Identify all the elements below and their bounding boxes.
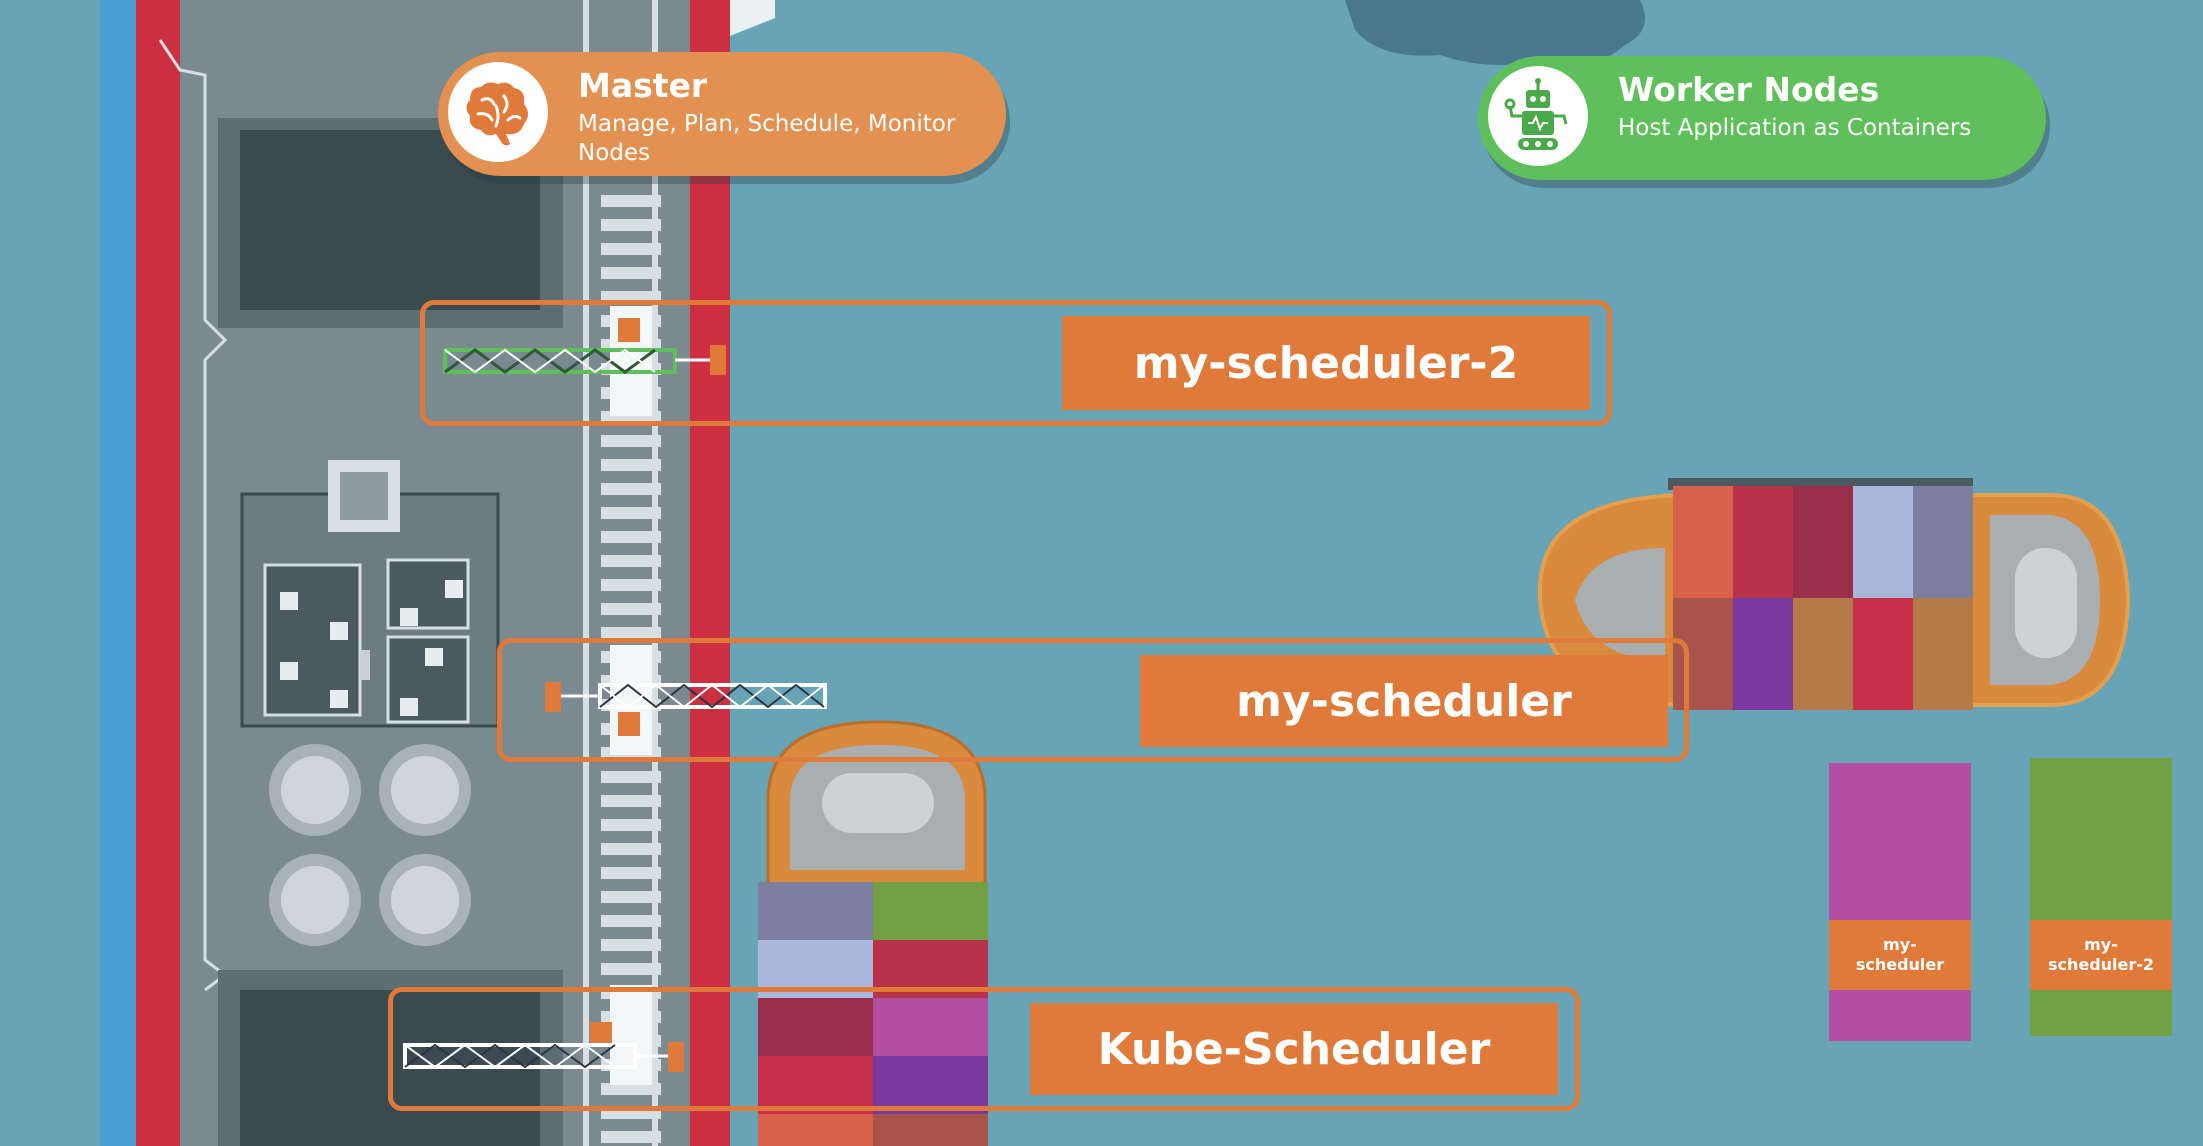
rail-tie — [601, 915, 661, 927]
rail-tie — [601, 555, 661, 567]
rail-tie — [601, 507, 661, 519]
rail-tie — [601, 795, 661, 807]
rail-tie — [601, 267, 661, 279]
red-strip-right — [690, 0, 730, 1146]
scheduler-label-my-scheduler: my-scheduler — [1140, 655, 1668, 747]
scheduler-frame-kube-scheduler — [388, 987, 1580, 1111]
container-my-scheduler — [1829, 763, 1971, 1041]
worker-subtitle: Host Application as Containers — [1618, 115, 1972, 141]
rail-tie — [601, 843, 661, 855]
master-pill: Master Manage, Plan, Schedule, Monitor N… — [438, 52, 1006, 176]
rail-tie — [601, 483, 661, 495]
rail-tie — [601, 867, 661, 879]
worker-icon-circle — [1488, 66, 1588, 166]
robot-icon — [1504, 78, 1568, 150]
rail-tie — [601, 243, 661, 255]
scheduler-label-my-scheduler-2: my-scheduler-2 — [1062, 316, 1590, 410]
rail-tie — [601, 771, 661, 783]
master-subtitle: Manage, Plan, Schedule, Monitor Nodes — [578, 111, 956, 166]
scheduler-label-kube-scheduler: Kube-Scheduler — [1030, 1003, 1558, 1095]
rail-tie — [601, 603, 661, 615]
master-icon-circle — [448, 62, 548, 162]
rail-tie — [601, 435, 661, 447]
rail-tie — [601, 579, 661, 591]
rail-tie — [601, 531, 661, 543]
brain-icon — [466, 82, 528, 146]
scheduler-frame-my-scheduler — [497, 638, 1689, 762]
rail-tie — [601, 195, 661, 207]
rail-tie — [601, 891, 661, 903]
cloud-shape — [1345, 0, 1645, 65]
rail-tie — [601, 1083, 661, 1095]
crane-arm-my-scheduler — [545, 682, 827, 712]
crane-arm-kube-scheduler — [403, 1042, 684, 1072]
rail-tie — [601, 1131, 661, 1143]
ship-bottom — [758, 720, 988, 1146]
rail-tie — [601, 627, 661, 639]
rail-tie — [601, 819, 661, 831]
container-label-my-scheduler-2: my-scheduler-2 — [2030, 920, 2172, 990]
rail-tie — [601, 219, 661, 231]
blue-strip — [100, 0, 136, 1146]
container-my-scheduler-2 — [2030, 758, 2172, 1036]
worker-title: Worker Nodes — [1618, 70, 1880, 109]
master-title: Master — [578, 66, 708, 105]
rail-tie — [601, 459, 661, 471]
rail-tie — [601, 939, 661, 951]
rail-tie — [601, 963, 661, 975]
scheduler-frame-my-scheduler-2 — [420, 300, 1612, 426]
crane-arm-my-scheduler-2 — [443, 345, 726, 375]
red-strip-left — [136, 0, 180, 1146]
worker-nodes-pill: Worker Nodes Host Application as Contain… — [1478, 56, 2046, 180]
tanks — [269, 744, 471, 946]
container-label-my-scheduler: my-scheduler — [1829, 920, 1971, 990]
